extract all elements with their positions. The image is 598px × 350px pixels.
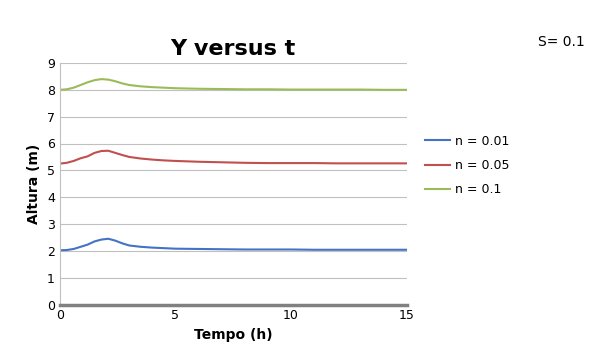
Y-axis label: Altura (m): Altura (m) <box>28 144 41 224</box>
X-axis label: Tempo (h): Tempo (h) <box>194 328 273 342</box>
Text: S= 0.1: S= 0.1 <box>538 35 585 49</box>
Legend: n = 0.01, n = 0.05, n = 0.1: n = 0.01, n = 0.05, n = 0.1 <box>420 130 514 201</box>
Title: Y versus t: Y versus t <box>170 38 296 59</box>
